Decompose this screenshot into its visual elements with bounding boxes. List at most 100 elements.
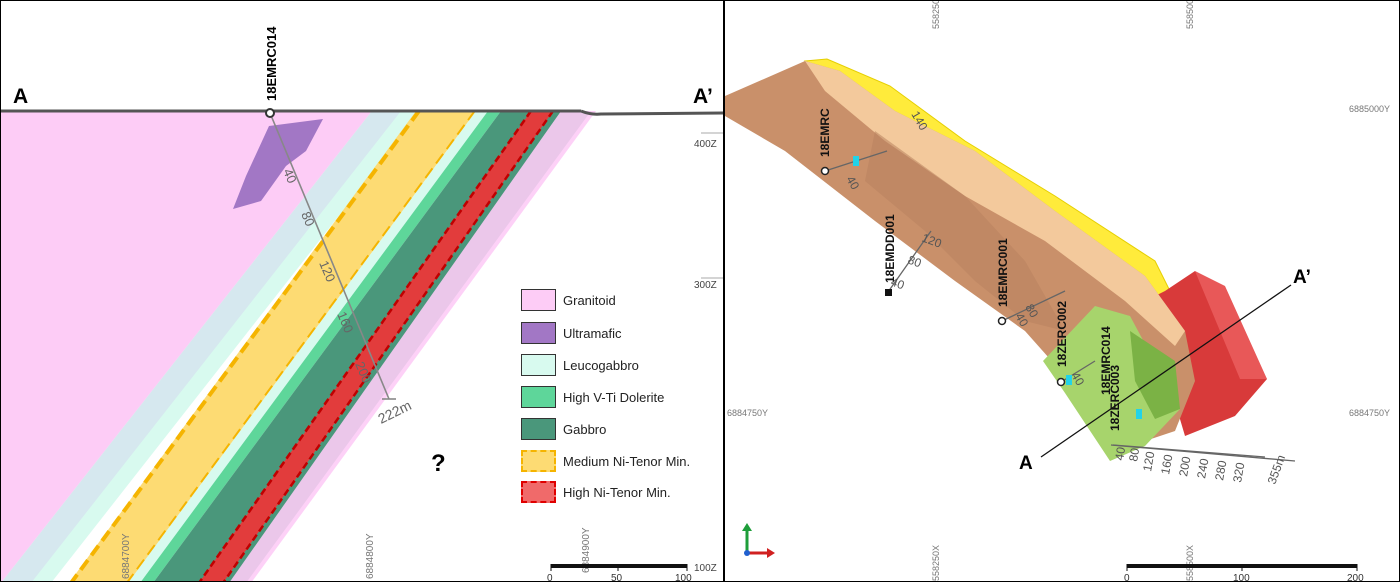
plan-scale-label-100: 100 <box>1233 573 1250 582</box>
hole-label-18emrc014: 18EMRC014 <box>1099 326 1113 395</box>
intercept-3 <box>1136 409 1142 419</box>
hole-label-18emrc001: 18EMRC001 <box>996 238 1010 307</box>
medium-ni-tenor-band <box>70 111 476 581</box>
y-label-6884700: 6884700Y <box>121 533 132 579</box>
legend-swatch-gabbro <box>521 418 556 440</box>
hole-label-18emrc: 18EMRC <box>818 108 832 157</box>
legend-swatch-leucogabbro <box>521 354 556 376</box>
drillhole-trace <box>269 112 390 400</box>
legend-item-gabbro: Gabbro <box>521 417 606 441</box>
legend-label-medium-ni-tenor: Medium Ni-Tenor Min. <box>563 453 691 469</box>
collar-18emrc001 <box>997 316 1007 326</box>
greyed-zone <box>2 111 401 581</box>
legend-label-high-ni-tenor: High Ni-Tenor Min. <box>563 484 671 500</box>
dolerite-band <box>141 111 501 581</box>
depth-zerc003-40: 40 <box>1112 446 1128 462</box>
x-label-558250-bottom: 558250X <box>931 545 941 581</box>
hole-name-label: 18EMRC014 <box>264 26 279 101</box>
granitoid-left-zone <box>1 111 372 581</box>
collar-18emdd001 <box>885 289 892 296</box>
intercept-1 <box>853 156 859 166</box>
legend-item-medium-ni-tenor: Medium Ni-Tenor Min. <box>521 449 690 473</box>
intercept-2 <box>1066 375 1072 385</box>
hole-labels: 18EMRC 18EMDD001 18EMRC001 18ZERC002 18E… <box>818 108 1122 431</box>
z-axis: 400Z 300Z 100Z <box>694 132 723 574</box>
triad-y-head <box>742 523 752 531</box>
depth-label-80: 80 <box>298 209 317 228</box>
medium-ni-tenor-dash-left <box>69 109 421 581</box>
high-ni-tenor-edge-2 <box>222 110 555 581</box>
y-label-6885000-right: 6885000Y <box>1349 104 1390 114</box>
y-label-6884750-right: 6884750Y <box>1349 408 1390 418</box>
plan-hole-end: 355m <box>1265 453 1288 486</box>
z-label-300: 300Z <box>694 280 717 291</box>
hole-label-18emdd001: 18EMDD001 <box>883 214 897 283</box>
plan-view-svg: 558250X 558500X 558250X 558500X 6885000Y… <box>725 1 1390 582</box>
plan-label-a: A <box>1019 453 1033 474</box>
high-ni-tenor-solid-face <box>1195 271 1267 379</box>
dolerite-solid <box>1043 306 1180 461</box>
x-label-558250-top: 558250X <box>931 1 941 29</box>
high-ni-tenor-band-top <box>200 111 553 581</box>
scale-label-50: 50 <box>611 573 623 582</box>
section-label-a: A <box>13 85 28 108</box>
scale-bar: 0 50 100 <box>547 564 692 582</box>
legend-swatch-ultramafic <box>521 322 556 344</box>
y-axis-labels: 6884700Y 6884800Y 6884900Y <box>121 527 592 579</box>
depth-emdd-80: 80 <box>906 253 924 271</box>
legend-item-dolerite: High V-Ti Dolerite <box>521 385 664 409</box>
legend-label-gabbro: Gabbro <box>563 421 607 437</box>
granitoid-right-strip <box>222 111 596 581</box>
x-label-558500-bottom: 558500X <box>1185 545 1195 581</box>
collar-marker <box>265 108 275 118</box>
depth-zerc002-40: 40 <box>1068 370 1087 389</box>
legend-item-granitoid: Granitoid <box>521 288 616 312</box>
cross-section-panel: 40 80 120 160 200 222m 18EMRC014 A A’ ? … <box>0 0 724 582</box>
y-label-6884800: 6884800Y <box>365 533 376 579</box>
trace-18emrc001 <box>1001 290 1066 322</box>
scale-label-100: 100 <box>675 573 692 582</box>
legend-label-granitoid: Granitoid <box>563 292 616 308</box>
legend-swatch-dolerite <box>521 386 556 408</box>
trace-18emdd001 <box>887 230 932 293</box>
surface-line-right <box>580 109 723 116</box>
section-line <box>1040 284 1292 458</box>
depth-zerc003-280: 280 <box>1212 459 1229 481</box>
legend-label-leucogabbro: Leucogabbro <box>563 357 639 373</box>
question-mark: ? <box>431 450 446 477</box>
leucogabbro-strip <box>129 111 488 581</box>
hole-label-18zerc002: 18ZERC002 <box>1055 301 1069 367</box>
triad-z <box>744 550 750 556</box>
ultramafic-pod <box>233 119 323 209</box>
legend-item-ultramafic: Ultramafic <box>521 321 622 345</box>
legend-swatch-medium-ni-tenor <box>521 450 556 472</box>
legend-swatch-high-ni-tenor <box>521 481 556 503</box>
depth-zerc003-120: 120 <box>1140 450 1157 472</box>
axis-triad-icon <box>742 523 775 558</box>
y-label-6884900: 6884900Y <box>581 527 592 573</box>
plan-scale-label-200: 200 <box>1347 573 1364 582</box>
x-label-558500-top: 558500X <box>1185 1 1195 29</box>
legend-label-ultramafic: Ultramafic <box>563 325 622 341</box>
trace-18zerc003-b <box>1112 444 1266 458</box>
depth-emrc-40: 40 <box>843 174 862 193</box>
z-label-100: 100Z <box>694 563 717 574</box>
depth-emdd-120: 120 <box>920 231 944 251</box>
depth-zerc003-240: 240 <box>1194 457 1211 479</box>
triad-x-head <box>767 548 775 558</box>
plan-view-panel: 558250X 558500X 558250X 558500X 6885000Y… <box>724 0 1400 582</box>
hole-label-18zerc003: 18ZERC003 <box>1108 365 1122 431</box>
high-ni-tenor-edge-1 <box>198 110 533 581</box>
depth-emrc001-80: 80 <box>1022 302 1041 321</box>
cross-section-svg: 40 80 120 160 200 222m 18EMRC014 A A’ ? … <box>1 26 723 582</box>
gabbro-solid-shade <box>865 131 1065 331</box>
depth-label-40: 40 <box>280 166 299 185</box>
depth-emrc001-40: 40 <box>1012 311 1031 330</box>
legend-item-high-ni-tenor: High Ni-Tenor Min. <box>521 480 671 504</box>
plan-scale-bar: 0 100 200 <box>1124 564 1364 582</box>
depth-zerc003-320: 320 <box>1230 461 1247 483</box>
depth-zerc003-160: 160 <box>1158 453 1175 475</box>
collar-18zerc002 <box>1056 377 1066 387</box>
collar-18emrc <box>820 166 830 176</box>
legend-label-dolerite: High V-Ti Dolerite <box>563 389 665 405</box>
